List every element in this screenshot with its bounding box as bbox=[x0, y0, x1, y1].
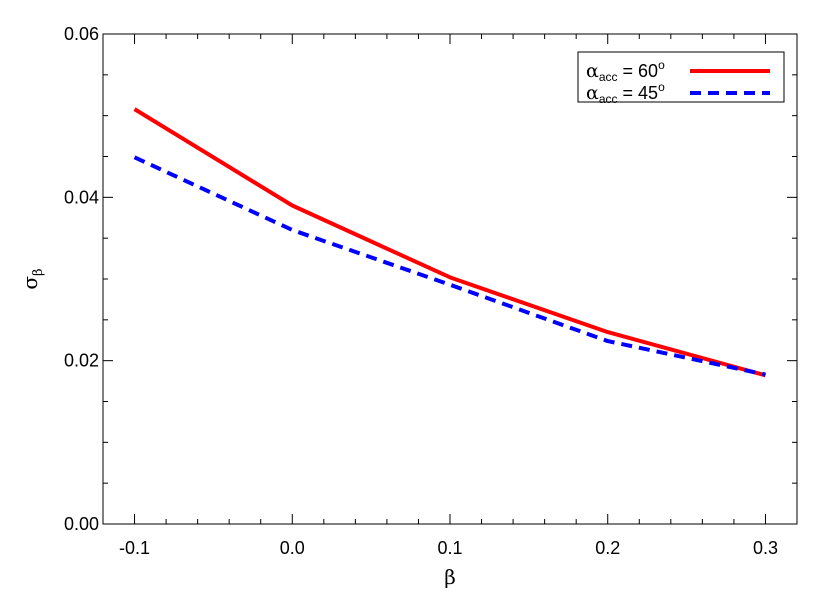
series-layer bbox=[133, 107, 766, 378]
y-tick-label: 0.00 bbox=[64, 514, 99, 534]
series-line-1 bbox=[133, 107, 766, 378]
x-tick-label: 0.3 bbox=[753, 538, 778, 558]
y-tick-label: 0.02 bbox=[64, 351, 99, 371]
series-line-2 bbox=[133, 155, 766, 377]
x-axis-label: β bbox=[444, 565, 456, 589]
x-tick-label: 0.0 bbox=[280, 538, 305, 558]
legend-label-1: αacc = 60o bbox=[586, 58, 665, 84]
legend-label-2: αacc = 45o bbox=[586, 80, 665, 106]
plot-axes: -0.1 0.0 0.1 0.2 0.3 0.00 0.02 0.04 0.06 bbox=[64, 24, 798, 558]
y-tick-label: 0.06 bbox=[64, 24, 99, 44]
x-tick-label: -0.1 bbox=[119, 538, 150, 558]
y-tick-label: 0.04 bbox=[64, 187, 99, 207]
y-axis-label: σβ bbox=[18, 268, 46, 289]
x-tick-label: 0.2 bbox=[595, 538, 620, 558]
x-tick-label: 0.1 bbox=[437, 538, 462, 558]
